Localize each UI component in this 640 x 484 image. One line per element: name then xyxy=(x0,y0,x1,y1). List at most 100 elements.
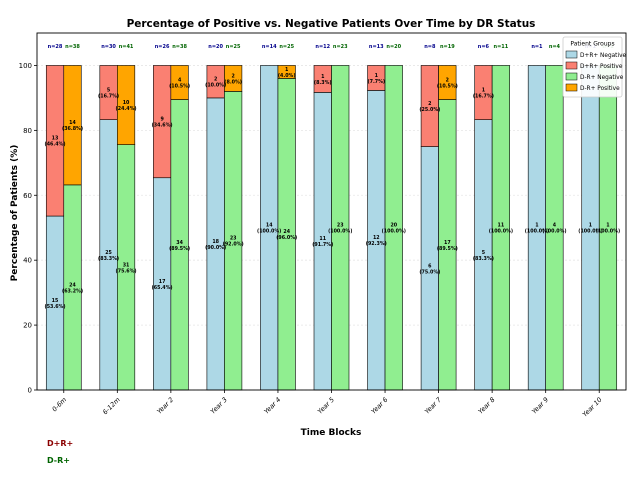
x-tick-label: 6-12m xyxy=(101,396,122,417)
segment-pct-label: (8.3%) xyxy=(314,80,332,86)
y-axis-label: Percentage of Patients (%) xyxy=(10,145,20,282)
segment-pct-label: (46.4%) xyxy=(45,142,66,148)
segment-count-label: 5 xyxy=(482,250,485,256)
segment-count-label: 1 xyxy=(482,88,485,94)
segment-count-label: 2 xyxy=(446,77,449,83)
segment-pct-label: (100.0%) xyxy=(525,229,549,235)
legend-swatch xyxy=(565,61,578,70)
total-n-dpos: n=13 xyxy=(369,44,384,50)
total-n-dpos: n=6 xyxy=(478,44,490,50)
segment-pct-label: (53.6%) xyxy=(45,304,66,310)
segment-count-label: 13 xyxy=(52,136,59,142)
segment-pct-label: (25.0%) xyxy=(419,107,440,113)
total-n-dneg: n=25 xyxy=(279,44,294,50)
total-n-dpos: n=26 xyxy=(155,44,170,50)
segment-count-label: 31 xyxy=(123,262,130,268)
segment-count-label: 17 xyxy=(159,279,166,285)
bar-dneg-positive xyxy=(170,65,189,100)
y-tick-label: 100 xyxy=(19,62,32,70)
bar-dneg-positive xyxy=(117,65,136,145)
segment-pct-label: (92.3%) xyxy=(366,241,387,247)
segment-pct-label: (75.6%) xyxy=(116,268,137,274)
group-label-dpos: D+R+ xyxy=(47,439,73,448)
total-n-dneg: n=41 xyxy=(119,44,134,50)
legend-swatch xyxy=(565,72,578,81)
x-tick-label: Year 7 xyxy=(423,395,443,415)
segment-pct-label: (100.0%) xyxy=(489,229,513,235)
x-tick-label: Year 5 xyxy=(316,396,336,416)
segment-pct-label: (36.8%) xyxy=(62,126,83,132)
segment-count-label: 1 xyxy=(375,73,378,79)
segment-pct-label: (100.0%) xyxy=(542,229,566,235)
x-tick-label: 0-6m xyxy=(51,396,69,414)
legend-entry: D-R+ Positive xyxy=(580,86,620,92)
segment-count-label: 2 xyxy=(428,101,431,107)
segment-count-label: 9 xyxy=(160,117,164,123)
segment-count-label: 1 xyxy=(589,223,592,229)
y-tick-label: 40 xyxy=(23,257,32,265)
x-tick-label: Year 10 xyxy=(581,396,604,419)
segment-count-label: 20 xyxy=(390,223,397,229)
legend-entry: D+R+ Positive xyxy=(580,64,623,70)
total-n-dpos: n=14 xyxy=(262,44,277,50)
segment-count-label: 17 xyxy=(444,240,451,246)
x-tick-label: Year 8 xyxy=(477,396,497,416)
segment-count-label: 24 xyxy=(69,282,76,288)
segment-pct-label: (100.0%) xyxy=(328,229,352,235)
total-n-dneg: n=11 xyxy=(494,44,509,50)
y-tick-label: 60 xyxy=(23,192,32,200)
total-n-dpos: n=20 xyxy=(208,44,223,50)
segment-pct-label: (65.4%) xyxy=(152,285,173,291)
segment-pct-label: (24.4%) xyxy=(116,106,137,112)
segment-count-label: 1 xyxy=(321,74,324,80)
segment-pct-label: (16.7%) xyxy=(473,94,494,100)
total-n-dneg: n=4 xyxy=(549,44,561,50)
segment-count-label: 25 xyxy=(105,250,112,256)
segment-count-label: 2 xyxy=(214,77,217,83)
segment-pct-label: (100.0%) xyxy=(578,229,602,235)
segment-pct-label: (89.5%) xyxy=(169,246,190,252)
y-tick-label: 80 xyxy=(23,127,32,135)
segment-count-label: 14 xyxy=(266,223,273,229)
legend-entry: D-R+ Negative xyxy=(580,75,624,81)
segment-count-label: 12 xyxy=(373,235,380,241)
segment-pct-label: (83.3%) xyxy=(98,256,119,262)
segment-count-label: 10 xyxy=(123,100,130,106)
segment-count-label: 2 xyxy=(231,73,234,79)
segment-count-label: 6 xyxy=(428,263,432,269)
x-axis-label: Time Blocks xyxy=(301,428,362,438)
total-n-dneg: n=19 xyxy=(440,44,455,50)
segment-count-label: 1 xyxy=(285,67,288,73)
segment-pct-label: (83.3%) xyxy=(473,256,494,262)
total-n-dpos: n=12 xyxy=(315,44,330,50)
segment-count-label: 15 xyxy=(52,298,59,304)
plot-frame xyxy=(36,32,627,391)
segment-pct-label: (16.7%) xyxy=(98,94,119,100)
y-tick-label: 0 xyxy=(28,387,32,395)
bar-dneg-positive xyxy=(63,65,82,186)
total-n-dneg: n=20 xyxy=(386,44,401,50)
total-n-dpos: n=28 xyxy=(48,44,63,50)
segment-count-label: 18 xyxy=(212,239,219,245)
total-n-dneg: n=23 xyxy=(333,44,348,50)
segment-count-label: 14 xyxy=(69,120,76,126)
segment-count-label: 23 xyxy=(337,223,344,229)
segment-pct-label: (100.0%) xyxy=(596,229,620,235)
segment-count-label: 23 xyxy=(230,236,237,242)
legend-title: Patient Groups xyxy=(570,41,614,48)
x-tick-label: Year 2 xyxy=(155,396,175,416)
total-n-dpos: n=1 xyxy=(531,44,543,50)
x-tick-label: Year 6 xyxy=(370,396,390,416)
legend-box xyxy=(562,36,623,98)
total-n-dneg: n=38 xyxy=(65,44,80,50)
segment-count-label: 34 xyxy=(176,240,183,246)
x-tick-label: Year 9 xyxy=(530,396,550,416)
x-tick-label: Year 3 xyxy=(209,396,229,416)
segment-pct-label: (75.0%) xyxy=(419,269,440,275)
legend-entry: D+R+ Negative xyxy=(580,53,626,59)
segment-pct-label: (34.6%) xyxy=(152,123,173,129)
x-tick-label: Year 4 xyxy=(262,396,282,416)
segment-pct-label: (10.5%) xyxy=(169,83,190,89)
segment-count-label: 5 xyxy=(107,88,110,94)
